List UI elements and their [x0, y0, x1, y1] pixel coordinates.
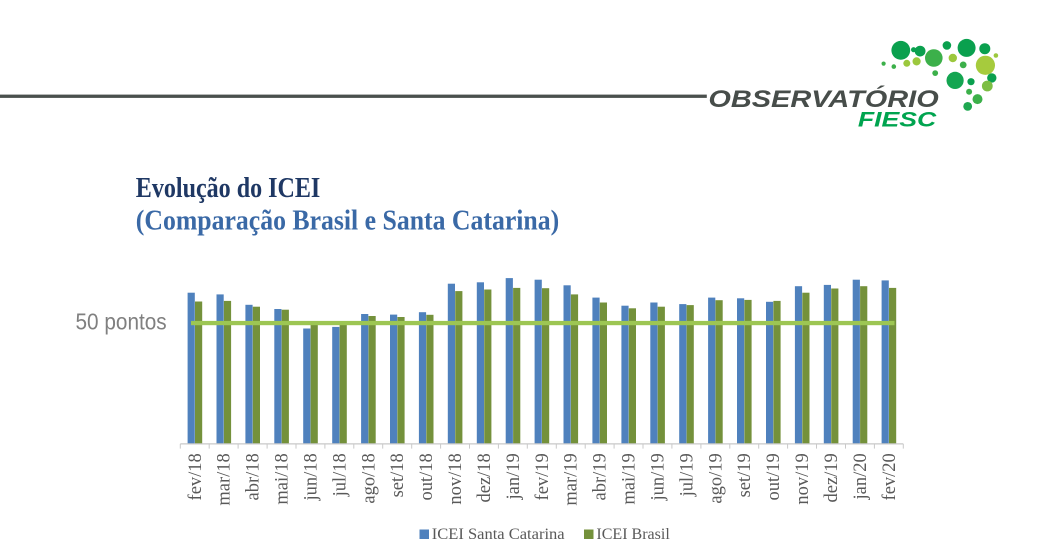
svg-text:jun/18: jun/18: [301, 453, 321, 501]
svg-text:nov/19: nov/19: [793, 453, 813, 504]
svg-text:out/19: out/19: [764, 453, 784, 500]
svg-text:set/19: set/19: [735, 453, 755, 497]
svg-text:set/18: set/18: [388, 453, 408, 497]
svg-text:abr/19: abr/19: [591, 453, 611, 500]
svg-text:jul/19: jul/19: [677, 453, 697, 497]
svg-text:fev/19: fev/19: [533, 453, 553, 500]
svg-text:ago/19: ago/19: [706, 453, 726, 503]
svg-text:FIESC: FIESC: [858, 108, 937, 132]
svg-text:Evolução do ICEI: Evolução do ICEI: [136, 172, 320, 204]
svg-text:jul/18: jul/18: [330, 453, 350, 497]
svg-text:fev/18: fev/18: [186, 453, 206, 500]
svg-text:ICEI Santa Catarina: ICEI Santa Catarina: [432, 526, 565, 543]
svg-text:nov/18: nov/18: [446, 453, 466, 504]
svg-text:mai/19: mai/19: [620, 453, 640, 504]
svg-text:mai/18: mai/18: [273, 453, 293, 504]
svg-text:mar/18: mar/18: [215, 453, 235, 505]
svg-text:out/18: out/18: [417, 453, 437, 500]
svg-text:(Comparação Brasil e Santa Cat: (Comparação Brasil e Santa Catarina): [136, 205, 559, 237]
svg-text:abr/18: abr/18: [244, 453, 264, 500]
svg-text:OBSERVATÓRIO: OBSERVATÓRIO: [708, 85, 939, 113]
svg-text:ICEI Brasil: ICEI Brasil: [596, 526, 670, 543]
svg-text:jun/19: jun/19: [649, 453, 669, 501]
svg-text:jan/20: jan/20: [851, 453, 871, 500]
svg-text:ago/18: ago/18: [359, 453, 379, 503]
svg-text:dez/19: dez/19: [822, 453, 842, 502]
svg-text:fev/20: fev/20: [880, 453, 900, 500]
svg-text:50 pontos: 50 pontos: [76, 309, 167, 335]
svg-text:dez/18: dez/18: [475, 453, 495, 502]
svg-text:jan/19: jan/19: [504, 453, 524, 500]
svg-text:mar/19: mar/19: [562, 453, 582, 505]
